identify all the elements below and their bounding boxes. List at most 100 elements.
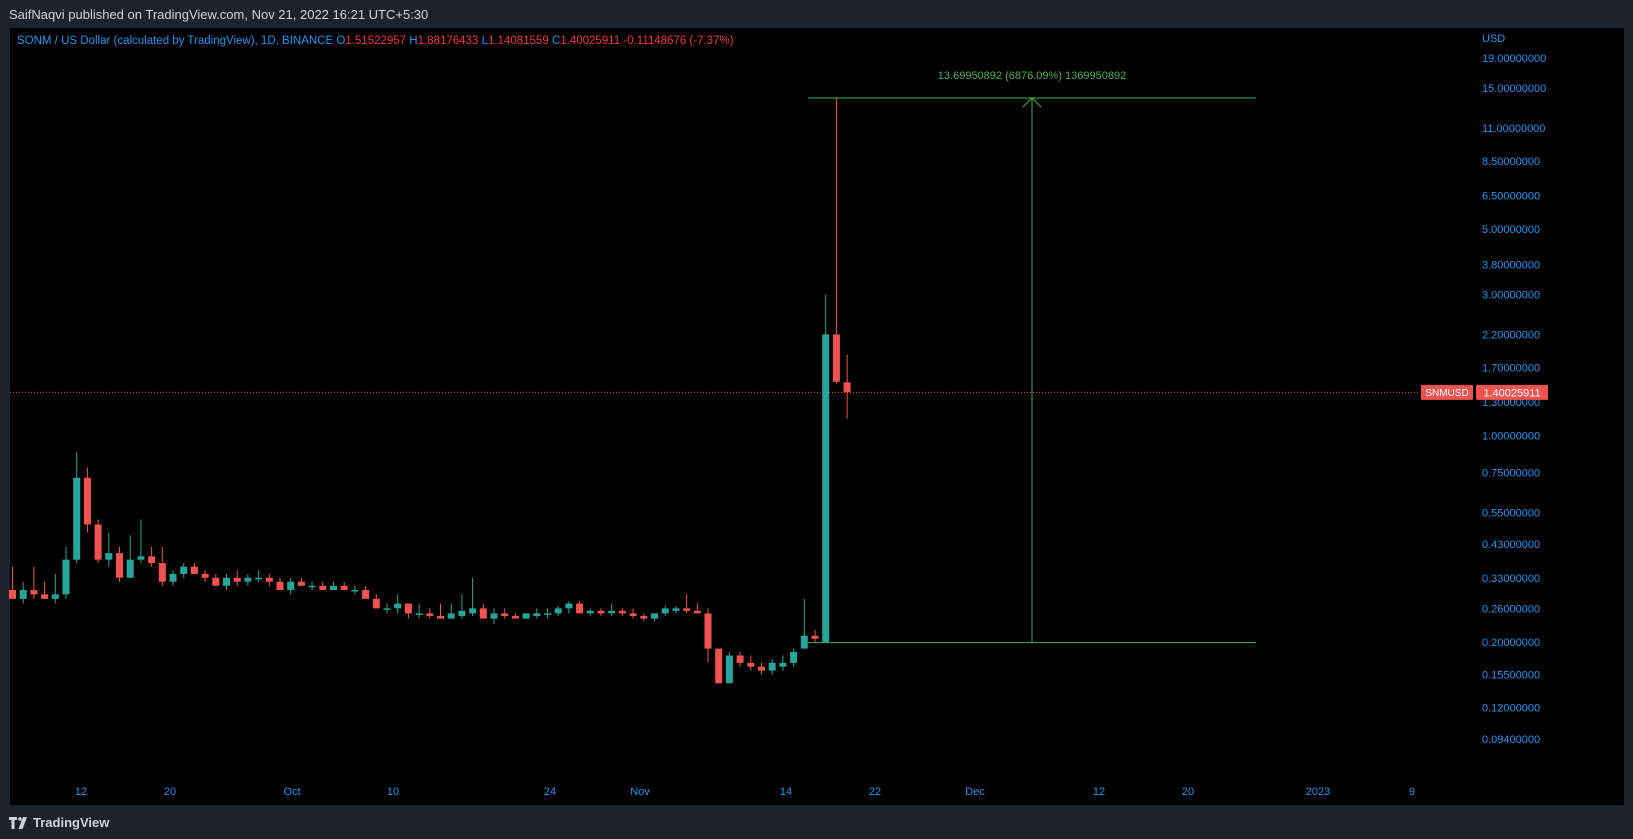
high-value: 1.88176433 <box>417 35 479 47</box>
candle-body[interactable] <box>533 613 541 616</box>
candle-body[interactable] <box>618 610 626 614</box>
candle-body[interactable] <box>426 613 434 616</box>
price-axis[interactable]: 19.00000000 15.00000000 11.00000000 8.50000… <box>1482 53 1546 746</box>
low-label: L <box>481 35 488 47</box>
price-tick-label: 3.80000000 <box>1482 259 1540 271</box>
candle-body[interactable] <box>554 608 562 614</box>
price-tick-label: 19.00000000 <box>1482 53 1546 65</box>
price-chart[interactable]: 13.69950892 (6876.09%) 1369950892 19.000… <box>0 0 1633 805</box>
chart-area[interactable] <box>10 28 1624 805</box>
candle-body[interactable] <box>137 556 145 560</box>
candle-body[interactable] <box>597 610 605 614</box>
candle-body[interactable] <box>576 603 584 614</box>
candle-body[interactable] <box>586 610 594 614</box>
candle-body[interactable] <box>362 589 370 599</box>
candle-body[interactable] <box>148 556 156 564</box>
price-tick-label: 5.00000000 <box>1482 224 1540 236</box>
candle-body[interactable] <box>651 613 658 619</box>
candle-body[interactable] <box>351 589 359 592</box>
candle-body[interactable] <box>522 613 530 619</box>
measure-tool[interactable]: 13.69950892 (6876.09%) 1369950892 <box>808 70 1256 644</box>
candle-body[interactable] <box>169 573 177 582</box>
candle-body[interactable] <box>715 648 723 684</box>
candle-body[interactable] <box>276 581 284 590</box>
candle-body[interactable] <box>822 334 830 642</box>
candle-body[interactable] <box>490 613 498 619</box>
candle-body[interactable] <box>747 662 755 667</box>
candle-body[interactable] <box>244 577 252 582</box>
candle-body[interactable] <box>319 585 327 590</box>
candle-body[interactable] <box>233 577 241 582</box>
candle-body[interactable] <box>9 589 16 599</box>
close-label: C <box>551 35 561 47</box>
candle-body[interactable] <box>73 477 81 560</box>
candle-body[interactable] <box>790 651 798 663</box>
candle-body[interactable] <box>383 608 391 610</box>
candle-body[interactable] <box>330 585 337 590</box>
candle-body[interactable] <box>640 615 648 619</box>
candle-body[interactable] <box>683 608 691 611</box>
candle-body[interactable] <box>297 581 305 586</box>
candle-body[interactable] <box>832 334 840 382</box>
candle-body[interactable] <box>265 577 273 582</box>
candle-body[interactable] <box>105 553 113 560</box>
candle-body[interactable] <box>758 666 765 671</box>
candle-body[interactable] <box>340 585 348 590</box>
candle-body[interactable] <box>404 603 412 614</box>
candle-body[interactable] <box>565 603 573 609</box>
candle-body[interactable] <box>661 608 669 614</box>
candle-body[interactable] <box>843 382 851 393</box>
open-label: O <box>336 35 346 47</box>
measure-label: 13.69950892 (6876.09%) 1369950892 <box>938 70 1126 82</box>
candle-body[interactable] <box>608 610 616 614</box>
candle-body[interactable] <box>94 524 102 560</box>
candle-body[interactable] <box>308 585 316 588</box>
candle-body[interactable] <box>415 613 423 615</box>
time-axis[interactable]: 12 20 Oct 10 24 Nov 14 22 Dec 12 20 2023 9 <box>75 786 1415 798</box>
change-value: -0.11148676 (-7.37%) <box>623 35 734 47</box>
candle-body[interactable] <box>19 589 27 599</box>
candle-body[interactable] <box>126 559 134 578</box>
candle-body[interactable] <box>116 553 123 578</box>
price-tick-label: 0.15500000 <box>1482 670 1540 682</box>
candle-body[interactable] <box>469 608 477 614</box>
candle-body[interactable] <box>158 563 166 582</box>
candle-body[interactable] <box>693 610 701 614</box>
candle-body[interactable] <box>372 598 380 609</box>
candle-body[interactable] <box>672 608 680 611</box>
candle-body[interactable] <box>30 589 38 595</box>
candle-body[interactable] <box>704 613 712 649</box>
candle-body[interactable] <box>287 581 295 590</box>
candle-body[interactable] <box>255 577 263 580</box>
candle-body[interactable] <box>725 655 733 684</box>
candle-body[interactable] <box>41 594 49 599</box>
candle-body[interactable] <box>83 477 91 525</box>
candle-body[interactable] <box>447 613 455 619</box>
open-value: 1.51522957 <box>345 35 407 47</box>
candle-body[interactable] <box>201 573 209 578</box>
price-tick-label: 0.55000000 <box>1482 507 1540 519</box>
candle-body[interactable] <box>811 635 819 639</box>
candle-body[interactable] <box>544 613 551 615</box>
candle-body[interactable] <box>629 613 637 616</box>
candle-body[interactable] <box>800 635 808 649</box>
candle-body[interactable] <box>180 566 188 574</box>
time-tick-label: 22 <box>869 786 881 798</box>
tradingview-logo[interactable]: TradingView <box>9 815 109 830</box>
candle-body[interactable] <box>394 603 402 609</box>
candle-body[interactable] <box>212 577 220 586</box>
candle-body[interactable] <box>779 662 787 667</box>
candle-body[interactable] <box>190 566 198 574</box>
time-tick-label: Oct <box>283 786 300 798</box>
time-tick-label: 20 <box>1182 786 1194 798</box>
candle-body[interactable] <box>511 615 519 619</box>
candle-body[interactable] <box>458 610 466 616</box>
candle-body[interactable] <box>768 662 776 671</box>
candle-body[interactable] <box>479 608 487 619</box>
candle-body[interactable] <box>736 655 744 663</box>
candle-body[interactable] <box>51 594 59 599</box>
candle-body[interactable] <box>501 613 509 616</box>
candle-body[interactable] <box>437 615 444 619</box>
candle-body[interactable] <box>223 577 230 586</box>
candle-body[interactable] <box>62 559 70 595</box>
